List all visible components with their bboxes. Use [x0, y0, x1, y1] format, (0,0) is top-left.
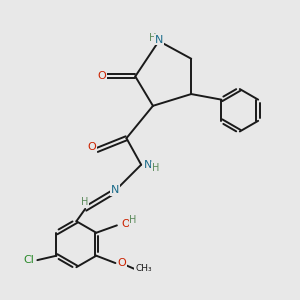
- Text: O: O: [97, 71, 106, 81]
- Text: O: O: [121, 219, 130, 229]
- Text: CH₃: CH₃: [135, 265, 152, 274]
- Text: N: N: [154, 34, 163, 45]
- Text: N: N: [110, 185, 119, 195]
- Text: O: O: [87, 142, 96, 152]
- Text: H: H: [152, 163, 159, 173]
- Text: H: H: [81, 197, 88, 207]
- Text: N: N: [143, 160, 152, 170]
- Text: H: H: [129, 215, 137, 225]
- Text: Cl: Cl: [24, 255, 34, 265]
- Text: O: O: [118, 258, 126, 268]
- Text: H: H: [149, 33, 156, 43]
